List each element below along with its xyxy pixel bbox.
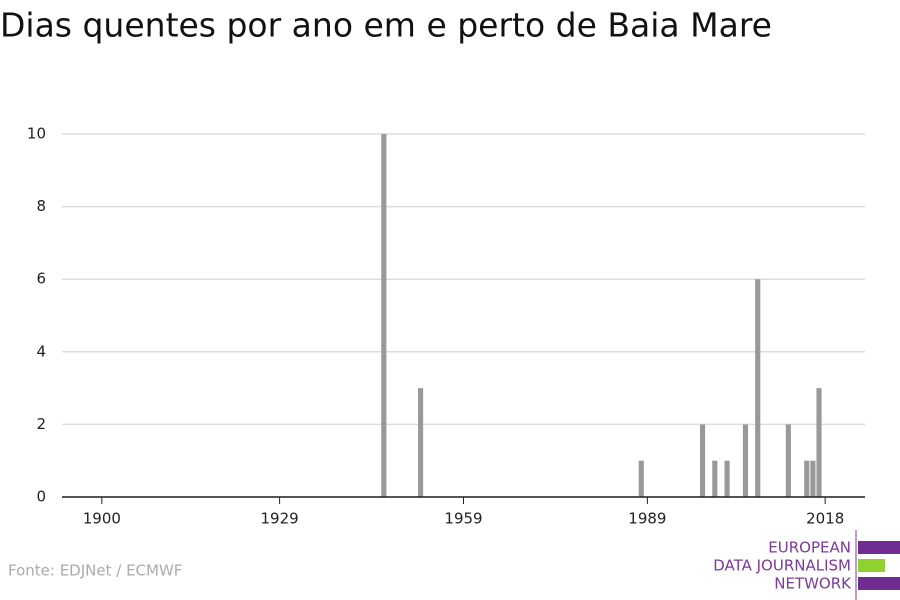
logo-bar [858, 541, 900, 554]
bar [785, 424, 791, 497]
x-tick-label: 1989 [628, 510, 666, 528]
x-tick-label: 1929 [261, 510, 299, 528]
bar [804, 460, 810, 497]
bar [810, 460, 816, 497]
logo-text: DATA JOURNALISM [713, 557, 851, 575]
logo-bar [858, 577, 900, 590]
x-tick-label: 2018 [806, 510, 844, 528]
bar [381, 134, 387, 497]
y-tick-label: 2 [36, 415, 46, 433]
x-tick-label: 1959 [444, 510, 482, 528]
bar [724, 460, 730, 497]
x-tick-label: 1900 [83, 510, 121, 528]
bar [638, 460, 644, 497]
y-tick-label: 10 [27, 125, 46, 143]
source: Fonte: EDJNet / ECMWF [8, 562, 182, 580]
logo-text: EUROPEAN [768, 539, 851, 557]
chart-title: Dias quentes por ano em e perto de Baia … [0, 6, 772, 45]
bar [742, 424, 749, 497]
y-tick-label: 0 [36, 488, 46, 506]
bar [699, 424, 706, 497]
y-tick-label: 8 [36, 197, 46, 215]
bar [418, 388, 424, 497]
bar [755, 279, 761, 497]
bar [712, 460, 718, 497]
y-tick-label: 6 [36, 270, 46, 288]
logo-bar [858, 559, 885, 572]
bar [816, 388, 822, 497]
y-tick-label: 4 [36, 342, 46, 360]
logo-text: NETWORK [774, 575, 852, 593]
